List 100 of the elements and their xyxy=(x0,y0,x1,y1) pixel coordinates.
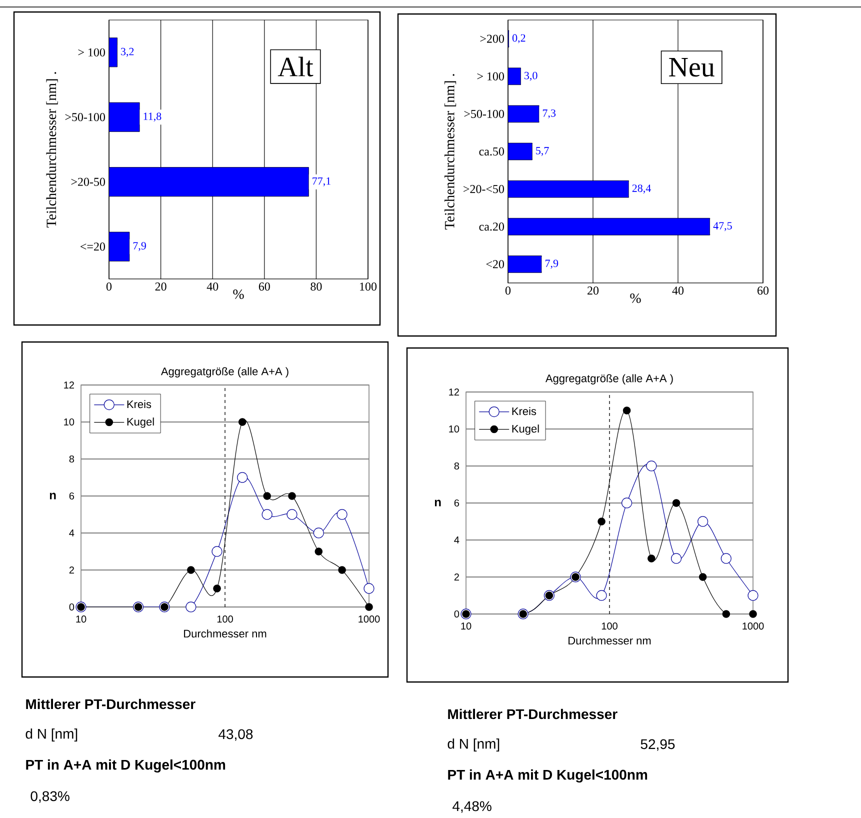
data-label: 7,9 xyxy=(546,260,558,269)
point xyxy=(213,584,221,592)
x-tick-label: 20 xyxy=(588,286,599,295)
legend-label: Kugel xyxy=(127,418,154,428)
x-tick-label: 0 xyxy=(106,282,112,291)
y-tick-label: 10 xyxy=(449,425,460,433)
point xyxy=(670,553,682,564)
y-tick-label: 8 xyxy=(69,455,74,463)
x-tick-label: 0 xyxy=(505,286,511,295)
x-tick-label: 1000 xyxy=(742,622,764,630)
point xyxy=(288,492,296,500)
point xyxy=(364,583,374,594)
text: 52,95 xyxy=(640,739,675,751)
legend-label: Kreis xyxy=(512,407,536,416)
x-tick-label: 40 xyxy=(206,282,218,291)
x-tick-label: 20 xyxy=(155,282,166,291)
y-axis-title: n xyxy=(50,492,56,500)
y-tick-label: <=20 xyxy=(80,242,106,251)
y-tick-label: 0 xyxy=(454,610,460,618)
data-label: 3,0 xyxy=(524,72,538,81)
y-tick-label: > 100 xyxy=(78,48,105,56)
y-tick-label: 2 xyxy=(69,566,74,574)
x-tick-label: 100 xyxy=(360,282,377,291)
text: 43,08 xyxy=(218,729,253,741)
text: d N [nm] xyxy=(26,728,78,742)
data-label: 5,7 xyxy=(536,147,549,156)
y-tick-label: >20-50 xyxy=(71,178,106,186)
text: 0,83% xyxy=(30,791,70,803)
y-tick-label: 0 xyxy=(69,603,74,611)
text: PT in A+A mit D Kugel<100nm xyxy=(26,759,226,773)
point xyxy=(648,554,656,562)
point xyxy=(313,528,324,538)
y-tick-label: 2 xyxy=(454,573,459,580)
y-tick-label: 6 xyxy=(454,499,460,507)
y-tick-label: 4 xyxy=(69,530,74,536)
x-tick-label: 100 xyxy=(602,622,618,630)
y-tick-label: 6 xyxy=(69,492,74,500)
point xyxy=(314,548,323,556)
y-tick-label: 12 xyxy=(449,388,459,396)
y-tick-label: > 100 xyxy=(477,72,504,80)
point xyxy=(263,492,271,500)
x-tick-label: 1000 xyxy=(358,616,380,623)
data-label: 11,8 xyxy=(144,112,162,122)
point xyxy=(748,590,758,601)
y-tick-label: 4 xyxy=(454,536,460,544)
text: PT in A+A mit D Kugel<100nm xyxy=(448,769,648,783)
x-axis-title: % xyxy=(630,293,641,303)
y-tick-label: >20-<50 xyxy=(464,185,504,194)
chart-title: Aggregatgröße (alle A+A ) xyxy=(160,367,288,378)
point xyxy=(622,406,631,414)
y-tick-label: >50-100 xyxy=(65,113,106,122)
point xyxy=(238,418,246,426)
x-tick-label: 100 xyxy=(217,616,233,623)
y-axis-title: n xyxy=(434,500,441,506)
point xyxy=(212,546,222,557)
text: d N [nm] xyxy=(448,738,500,752)
point xyxy=(596,590,607,601)
x-axis-title: % xyxy=(233,289,244,299)
data-label: 7,9 xyxy=(133,242,146,252)
y-tick-label: ca.20 xyxy=(479,222,504,231)
data-label: 77,1 xyxy=(312,177,330,186)
y-tick-label: 8 xyxy=(454,462,460,470)
y-tick-label: >200 xyxy=(480,34,504,43)
y-tick-label: <20 xyxy=(486,260,504,268)
point xyxy=(186,602,196,612)
point xyxy=(698,516,708,527)
y-tick-label: ca.50 xyxy=(479,147,504,156)
text: 4,48% xyxy=(452,801,492,813)
annotation: Alt xyxy=(278,56,314,76)
point xyxy=(262,509,272,520)
data-label: 28,4 xyxy=(632,184,651,194)
data-label: 0,2 xyxy=(512,34,526,44)
point xyxy=(187,566,195,574)
y-tick-label: >50-100 xyxy=(464,110,504,118)
y-tick-label: 12 xyxy=(64,382,74,388)
x-axis-title: Durchmesser nm xyxy=(568,636,651,645)
text: Mittlerer PT-Durchmesser xyxy=(26,698,196,710)
x-axis-title: Durchmesser nm xyxy=(184,629,266,638)
point xyxy=(286,509,298,520)
x-tick-label: 60 xyxy=(258,282,270,291)
point xyxy=(672,499,680,507)
data-label: 47,5 xyxy=(713,222,732,232)
y-axis-title: Teilchendurchmesser [nm] . xyxy=(46,72,58,228)
point xyxy=(622,498,632,508)
text: Mittlerer PT-Durchmesser xyxy=(448,708,618,720)
point xyxy=(646,460,657,472)
annotation: Neu xyxy=(669,58,714,77)
point xyxy=(749,610,757,618)
data-label: 3,2 xyxy=(121,48,134,57)
legend-label: Kugel xyxy=(512,424,539,435)
point xyxy=(365,603,373,611)
y-tick-label: 10 xyxy=(64,418,74,426)
point xyxy=(237,472,248,483)
data-label: 7,3 xyxy=(542,109,556,118)
point xyxy=(698,573,707,581)
point xyxy=(598,518,606,526)
x-tick-label: 40 xyxy=(672,286,684,295)
x-tick-label: 60 xyxy=(758,286,769,295)
x-tick-label: 80 xyxy=(310,282,322,291)
y-axis-title: Teilchendurchmesser [nm] . xyxy=(444,74,456,230)
